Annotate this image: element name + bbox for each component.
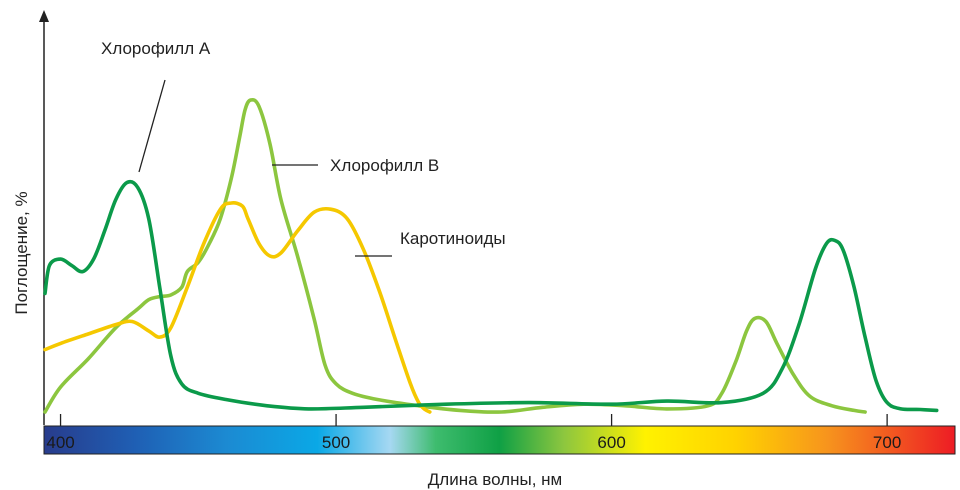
label-chlorophyll-a: Хлорофилл А xyxy=(101,39,211,58)
label-chlorophyll-b: Хлорофилл B xyxy=(330,156,439,175)
x-tick-label-500: 500 xyxy=(322,433,350,452)
series-line-carotenoids xyxy=(43,201,432,414)
x-tick-label-600: 600 xyxy=(597,433,625,452)
x-tick-label-400: 400 xyxy=(46,433,74,452)
x-axis-label: Длина волны, нм xyxy=(428,470,562,489)
label-carotenoids: Каротиноиды xyxy=(400,229,506,248)
series-line-chlorophyll-b xyxy=(43,97,867,414)
y-axis-label: Поглощение, % xyxy=(12,191,31,314)
y-axis-arrow-icon xyxy=(39,10,49,22)
x-tick-label-700: 700 xyxy=(873,433,901,452)
leader-line-chlorophyll-a xyxy=(138,79,166,173)
series-layer xyxy=(43,97,939,414)
x-ticks: 400 500 600 700 xyxy=(46,414,901,452)
series-line-chlorophyll-a xyxy=(43,179,939,413)
annotation-layer: Хлорофилл А Хлорофилл B Каротиноиды xyxy=(101,39,506,257)
spectrum-bar xyxy=(43,425,956,455)
